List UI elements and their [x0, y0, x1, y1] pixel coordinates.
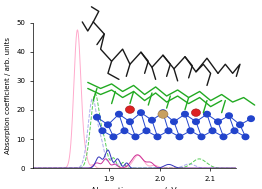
- Circle shape: [198, 134, 205, 139]
- Circle shape: [121, 128, 128, 133]
- Circle shape: [193, 119, 199, 124]
- Circle shape: [149, 118, 155, 123]
- Circle shape: [220, 134, 227, 139]
- Circle shape: [154, 134, 161, 139]
- Circle shape: [143, 128, 150, 133]
- Circle shape: [160, 110, 166, 115]
- Circle shape: [116, 112, 122, 117]
- X-axis label: Absorption energy /eV: Absorption energy /eV: [91, 187, 177, 189]
- Circle shape: [105, 122, 111, 127]
- Circle shape: [127, 119, 133, 124]
- Circle shape: [94, 115, 100, 120]
- Circle shape: [237, 122, 243, 127]
- Circle shape: [132, 134, 139, 139]
- Circle shape: [209, 128, 216, 133]
- Circle shape: [165, 128, 172, 133]
- Circle shape: [99, 128, 106, 133]
- Circle shape: [182, 112, 188, 117]
- Circle shape: [110, 134, 117, 139]
- Circle shape: [242, 134, 249, 139]
- Circle shape: [187, 128, 194, 133]
- Circle shape: [215, 119, 221, 124]
- Circle shape: [226, 113, 232, 118]
- Circle shape: [171, 119, 177, 124]
- Circle shape: [125, 106, 135, 113]
- Y-axis label: Absorption coefficient / arb. units: Absorption coefficient / arb. units: [4, 37, 10, 154]
- Circle shape: [248, 116, 254, 121]
- Circle shape: [138, 110, 144, 115]
- Circle shape: [176, 134, 183, 139]
- Circle shape: [231, 128, 238, 133]
- Circle shape: [191, 109, 201, 116]
- Circle shape: [204, 112, 210, 117]
- Circle shape: [158, 110, 168, 118]
